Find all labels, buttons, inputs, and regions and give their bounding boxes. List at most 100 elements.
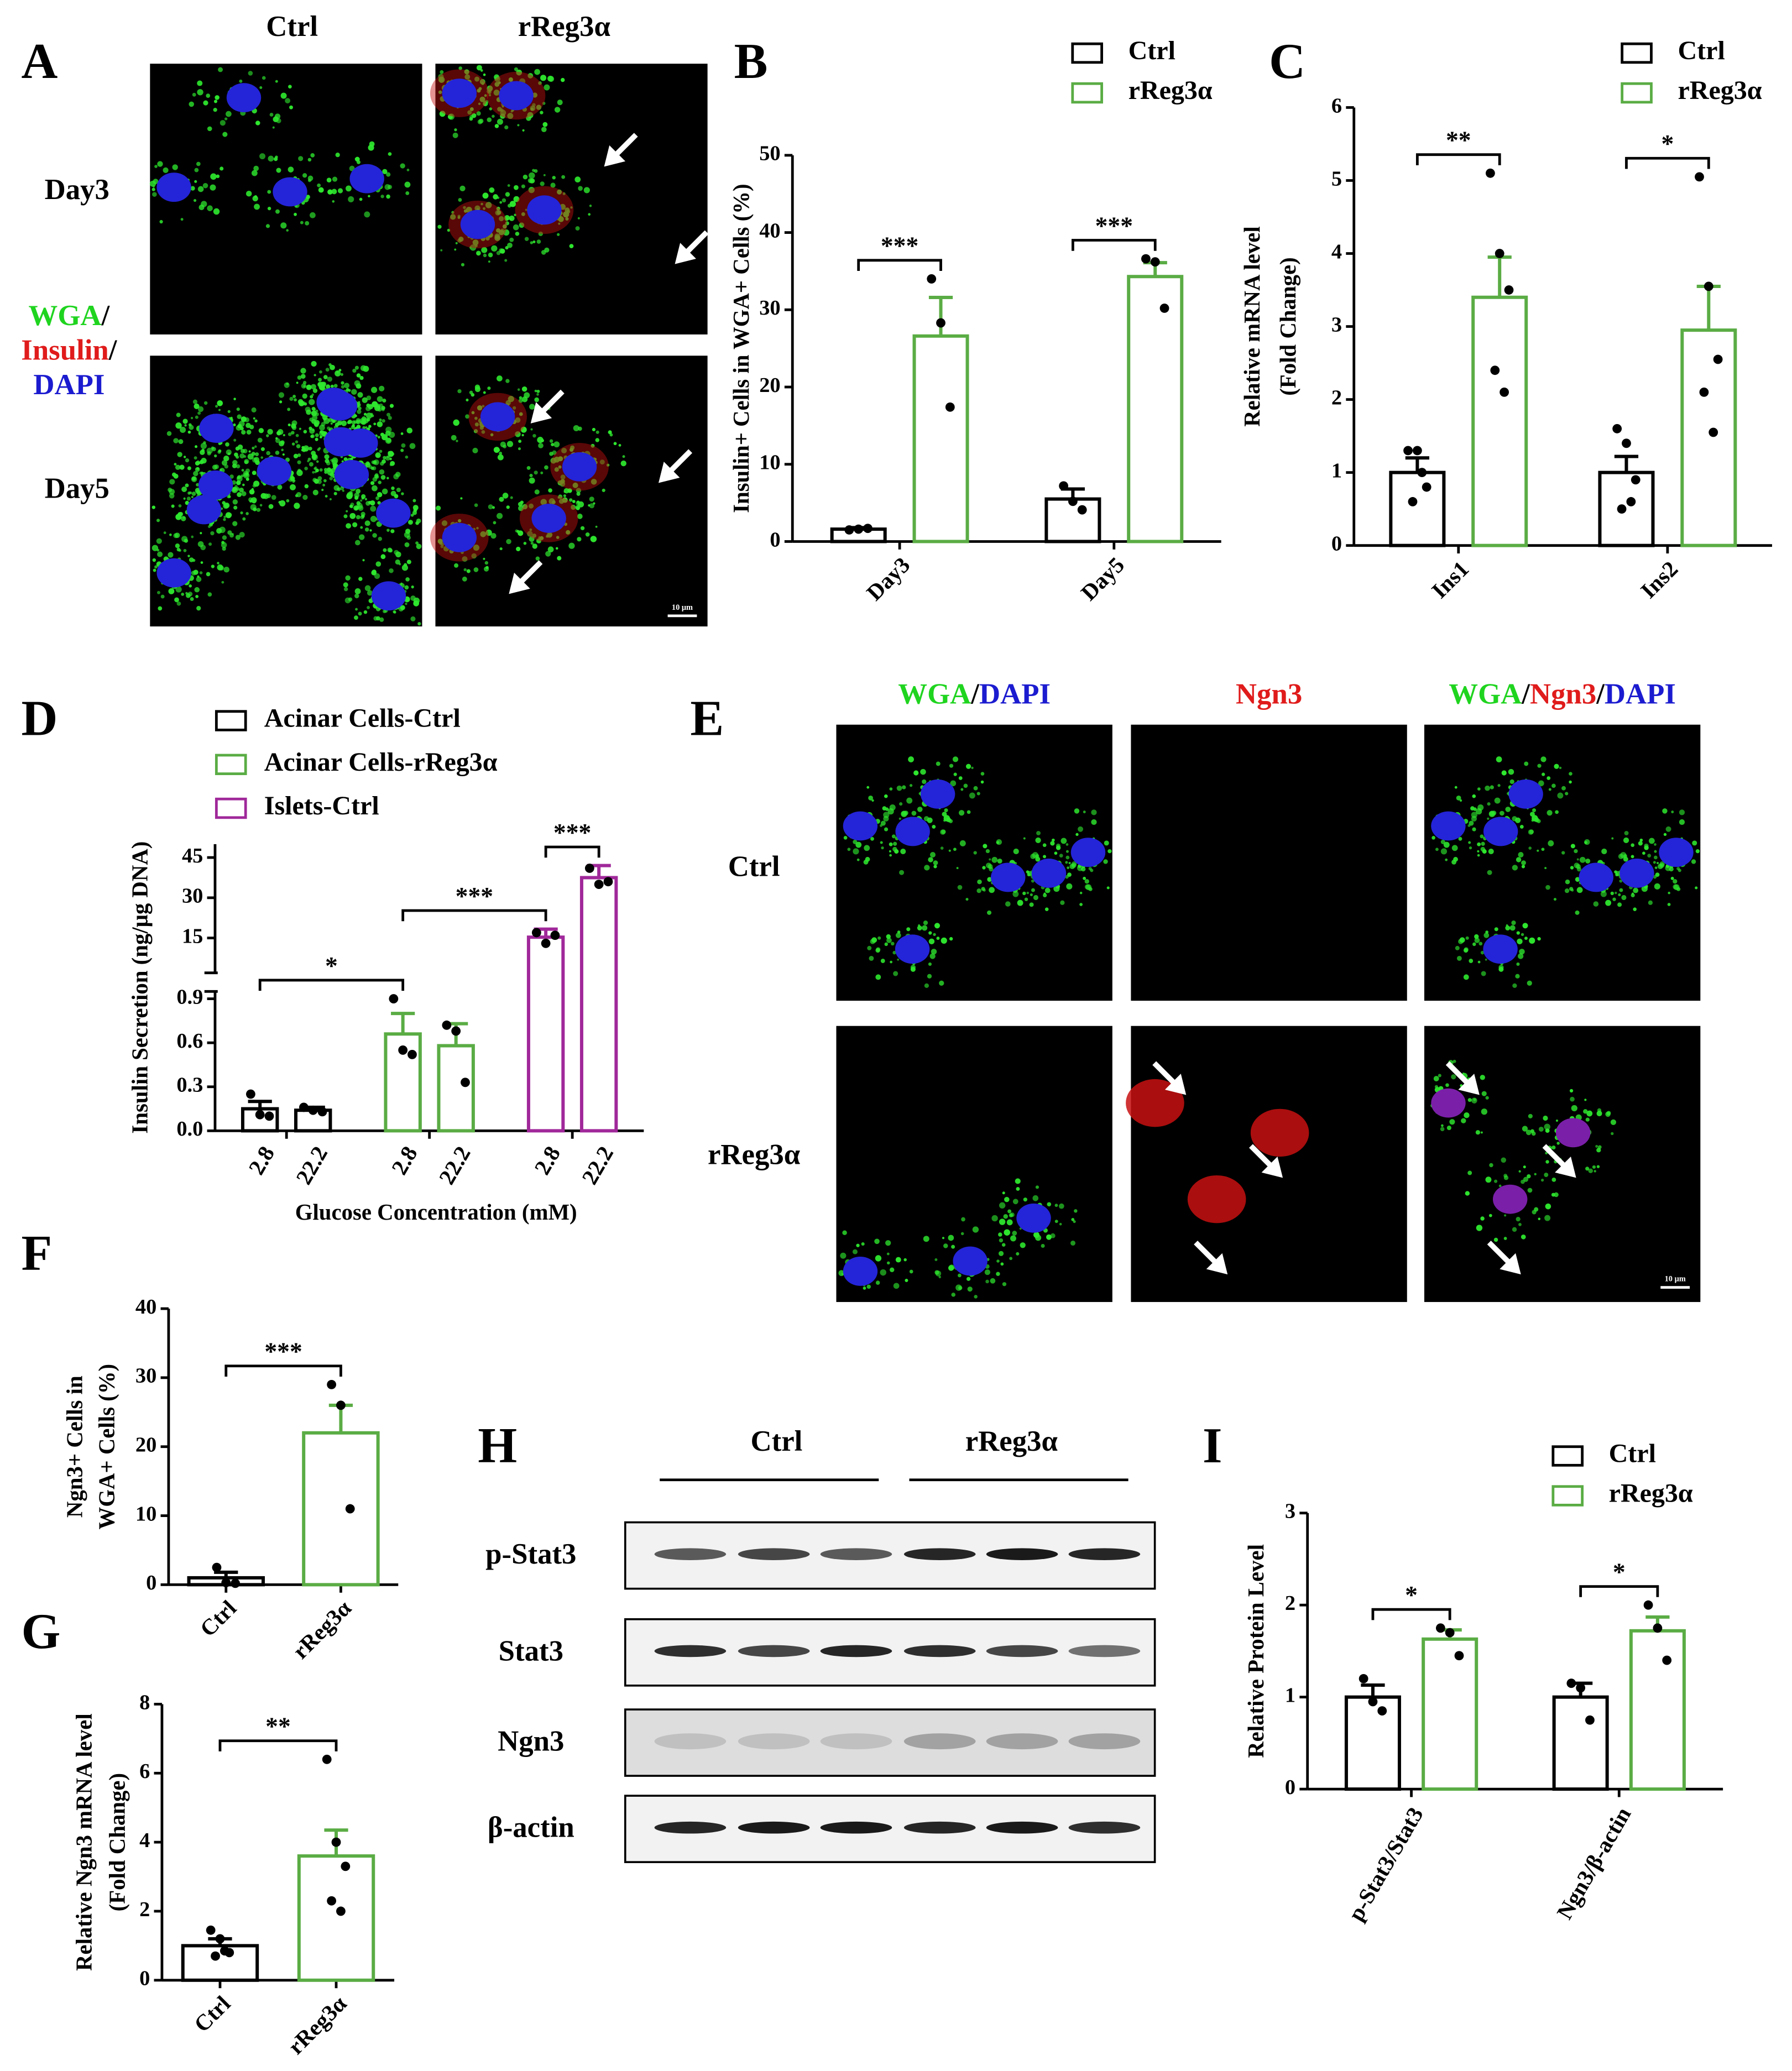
wga-dot — [473, 567, 479, 572]
wga-dot — [613, 442, 617, 446]
wga-dot — [175, 464, 181, 470]
wga-dot — [518, 447, 521, 451]
wga-dot — [1506, 924, 1508, 927]
wga-dot — [311, 360, 317, 367]
image-background — [836, 724, 1112, 1001]
stain-label: Insulin/ — [21, 334, 118, 367]
wga-dot — [524, 392, 530, 399]
bar — [1471, 295, 1528, 547]
wga-dot — [447, 114, 453, 119]
wga-dot — [506, 538, 511, 545]
wga-dot — [467, 110, 472, 115]
wga-dot — [1695, 886, 1698, 890]
micrograph — [1424, 1026, 1701, 1303]
wga-dot — [356, 426, 359, 430]
wga-dot — [1015, 1178, 1021, 1184]
wga-dot — [268, 155, 274, 162]
wga-dot — [547, 532, 553, 537]
wga-dot — [294, 398, 297, 402]
wga-dot — [245, 190, 252, 197]
wga-dot — [283, 434, 285, 437]
legend-label: Ctrl — [1129, 36, 1175, 65]
wga-dot — [1525, 1129, 1532, 1136]
y-tick-label: 40 — [759, 219, 780, 242]
wga-dot — [554, 467, 559, 472]
significance-label: *** — [456, 882, 493, 910]
wga-dot — [529, 404, 535, 410]
wga-dot — [1079, 891, 1083, 895]
wga-dot — [935, 1270, 942, 1277]
data-point — [308, 1105, 318, 1115]
wga-dot — [215, 95, 220, 100]
wga-dot — [899, 870, 905, 875]
wga-dot — [359, 534, 365, 540]
nucleus — [156, 558, 191, 588]
data-point — [212, 1562, 222, 1572]
y-axis-label: (Fold Change) — [1276, 257, 1300, 395]
wga-dot — [967, 1286, 973, 1292]
wga-dot — [242, 483, 245, 487]
wga-dot — [918, 924, 921, 927]
wga-dot — [354, 495, 359, 500]
wga-dot — [382, 419, 385, 423]
wga-dot — [523, 174, 528, 180]
wga-dot — [1534, 1173, 1537, 1176]
wga-dot — [1601, 848, 1607, 855]
wga-dot — [401, 492, 404, 495]
significance-label: * — [1661, 129, 1674, 158]
wga-dot — [496, 206, 500, 211]
wga-dot — [1060, 838, 1067, 844]
data-point — [336, 1906, 346, 1916]
wga-dot — [241, 430, 246, 435]
wga-dot — [344, 383, 350, 389]
wga-dot — [330, 384, 334, 388]
wga-dot — [1508, 768, 1514, 775]
wga-dot — [463, 209, 468, 213]
data-point — [1077, 505, 1087, 515]
wga-dot — [386, 477, 389, 480]
wga-dot — [389, 457, 392, 461]
significance-bracket — [1415, 153, 1501, 165]
wga-dot — [532, 240, 536, 244]
wga-dot — [218, 409, 221, 411]
wga-dot — [306, 386, 309, 389]
wga-dot — [248, 450, 251, 453]
wga-dot — [959, 840, 966, 846]
wga-dot — [570, 448, 574, 452]
red-signal — [1126, 1079, 1184, 1127]
stain-separator: / — [1596, 678, 1605, 710]
wga-dot — [388, 416, 392, 420]
wga-dot — [319, 425, 325, 431]
wga-dot — [1619, 888, 1623, 892]
row-label: rReg3α — [708, 1139, 800, 1171]
wga-dot — [488, 260, 490, 263]
wga-dot — [881, 846, 884, 850]
red-signal — [1187, 1175, 1246, 1223]
wga-dot — [386, 194, 390, 199]
wga-dot — [1557, 792, 1564, 799]
wga-dot — [496, 228, 500, 233]
wga-dot — [525, 208, 527, 211]
wga-dot — [1639, 838, 1643, 842]
wga-dot — [384, 184, 391, 190]
wga-dot — [289, 484, 296, 490]
wga-dot — [326, 384, 331, 389]
wga-dot — [474, 422, 479, 427]
data-point — [1622, 438, 1631, 448]
wga-dot — [332, 200, 335, 203]
wga-dot — [501, 105, 504, 108]
wga-dot — [898, 817, 901, 820]
x-tick-label: rReg3α — [283, 1991, 351, 2059]
wga-dot — [350, 502, 354, 507]
wga-dot — [1477, 787, 1481, 791]
x-tick-label: rReg3α — [288, 1596, 356, 1664]
significance-bracket — [544, 845, 600, 858]
wga-dot — [502, 224, 507, 229]
legend-label: Ctrl — [1678, 36, 1725, 65]
wga-dot — [379, 617, 384, 622]
wga-dot — [237, 492, 242, 498]
wga-dot — [217, 564, 223, 571]
legend-swatch — [215, 710, 247, 731]
wga-dot — [1623, 837, 1629, 844]
